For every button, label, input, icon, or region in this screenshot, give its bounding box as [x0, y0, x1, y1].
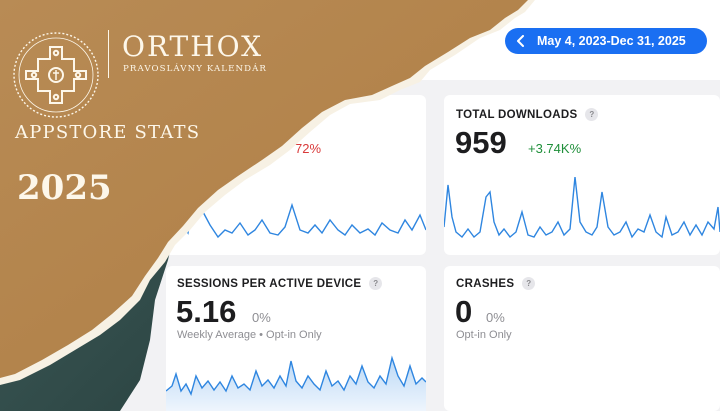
- help-icon[interactable]: ?: [522, 277, 536, 290]
- hidden-delta: 72%: [295, 141, 322, 156]
- metric-subtitle: Opt-in Only: [456, 329, 512, 341]
- date-range-label: May 4, 2023-Dec 31, 2025: [537, 34, 686, 48]
- help-icon[interactable]: ?: [585, 108, 599, 121]
- sparkline-downloads: [444, 177, 720, 239]
- card-sessions-per-device[interactable]: SESSIONS PER ACTIVE DEVICE? 5.16 0% Week…: [166, 266, 426, 411]
- chevron-left-icon[interactable]: [515, 35, 527, 47]
- brand-tagline: PRAVOSLÁVNY KALENDÁR: [123, 64, 267, 74]
- card-title-text: TOTAL DOWNLOADS: [456, 109, 578, 121]
- card-crashes[interactable]: CRASHES? 0 0% Opt-in Only: [444, 266, 720, 411]
- card-title: TOTAL DOWNLOADS?: [456, 108, 599, 121]
- card-title-text: SESSIONS PER ACTIVE DEVICE: [177, 278, 362, 290]
- card-title: SESSIONS PER ACTIVE DEVICE?: [177, 277, 383, 290]
- year-label: 2025: [17, 168, 112, 208]
- brand-name: ORTHOX: [122, 30, 264, 63]
- paper-body: [0, 0, 528, 378]
- card-title: CRASHES?: [456, 277, 536, 290]
- orthodox-cross-logo-icon: [13, 32, 99, 118]
- card-total-downloads[interactable]: TOTAL DOWNLOADS? 959 +3.74K%: [444, 95, 720, 255]
- help-icon[interactable]: ?: [369, 277, 383, 290]
- brand-divider: [108, 30, 109, 78]
- metric-value: 0: [455, 294, 473, 329]
- stats-title: APPSTORE STATS: [15, 122, 201, 143]
- metric-value: 5.16: [176, 294, 237, 329]
- metric-delta: +3.74K%: [528, 141, 582, 156]
- date-range-picker[interactable]: May 4, 2023-Dec 31, 2025: [505, 28, 707, 54]
- sparkline-sessions: [166, 355, 426, 411]
- metric-delta: 0%: [252, 310, 271, 325]
- metric-delta: 0%: [486, 310, 505, 325]
- metric-value: 959: [455, 125, 507, 160]
- metric-subtitle: Weekly Average • Opt-in Only: [177, 329, 322, 341]
- card-title-text: CRASHES: [456, 278, 515, 290]
